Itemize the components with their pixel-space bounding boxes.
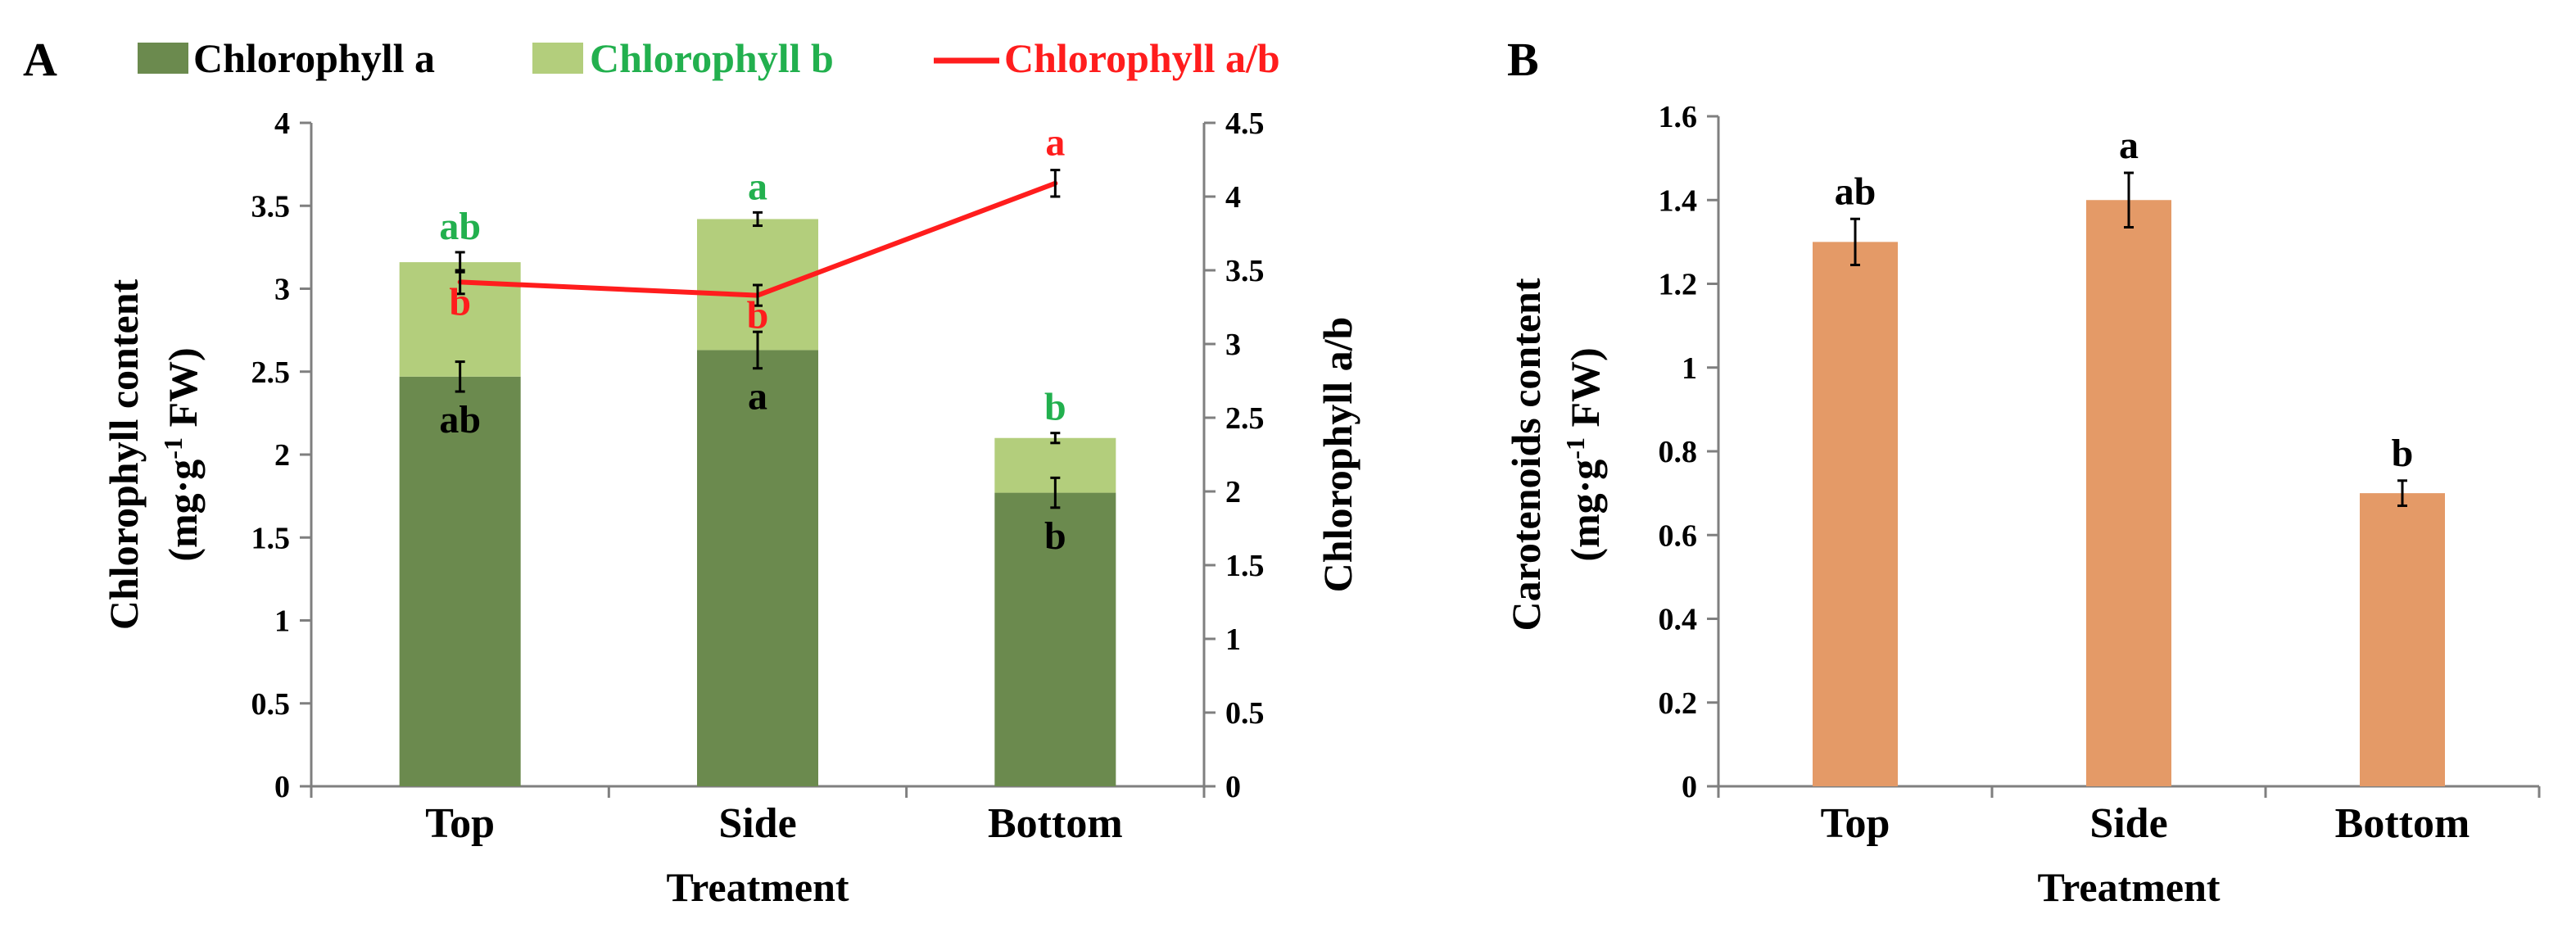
panel-a-legend: Chlorophyll a Chlorophyll b Chlorophyll … [138, 35, 1280, 81]
panel-a-y-tick-label: 2 [274, 438, 290, 473]
panel-a-y2-tick-label: 4.5 [1225, 106, 1265, 141]
error-bar-chlorophyll-a-top [455, 360, 465, 393]
panel-a-y-tick-label: 4 [274, 106, 290, 141]
panel-b-y-tick-label: 0.2 [1659, 686, 1698, 721]
bar-carotenoids-bottom [2360, 493, 2445, 786]
panel-a-y2-tick-label: 0 [1225, 770, 1241, 804]
panel-b: B 00.20.40.60.811.21.41.6 Top Side Bottom … [1503, 33, 2541, 910]
panel-a-x-tick-label-top: Top [425, 800, 495, 847]
sig-letter-ratio-bottom: a [1045, 121, 1065, 165]
legend-label-chlorophyll-b: Chlorophyll b [590, 35, 834, 81]
panel-b-y-tick-label: 0.4 [1659, 603, 1698, 637]
error-bar-carotenoids-top [1850, 217, 1860, 266]
panel-b-x-tick-label-bottom: Bottom [2335, 800, 2470, 847]
bar-chlorophyll-a-side [697, 350, 818, 786]
panel-a-x-axis-title: Treatment [666, 864, 849, 910]
panel-a-ratio-line-group [455, 169, 1061, 307]
panel-a-x-tick-label-bottom: Bottom [988, 800, 1123, 847]
panel-a-y-tick-label: 3 [274, 273, 290, 307]
sig-letter-ratio-top: b [449, 280, 471, 324]
sig-letter-chlorophyll-b-side: a [748, 165, 767, 208]
panel-b-y-tick-label: 0 [1682, 770, 1697, 804]
panel-a: A Chlorophyll a Chlorophyll b Chlorophyl… [23, 33, 1360, 910]
panel-a-y-axis-unit: (mg·g-1 FW) [158, 347, 206, 561]
legend-label-chlorophyll-a: Chlorophyll a [193, 35, 435, 81]
panel-a-y2-tick-label: 1 [1225, 622, 1241, 657]
sig-letter-carotenoids-top: ab [1835, 170, 1877, 213]
error-bar-chlorophyll-b-side [753, 210, 763, 228]
panel-b-y-tick-label: 0.8 [1659, 435, 1698, 469]
panel-a-y2-tick-label: 1.5 [1225, 549, 1265, 583]
panel-b-y-tick-label: 1.4 [1659, 183, 1698, 218]
bar-carotenoids-side [2086, 200, 2171, 786]
panel-a-y2-tick-label: 0.5 [1225, 696, 1265, 731]
panel-b-y-tick-label: 1 [1682, 351, 1697, 386]
panel-a-x-axis: Top Side Bottom [310, 785, 1206, 847]
panel-a-y2-tick-label: 3 [1225, 328, 1241, 362]
panel-a-y-tick-label: 1 [274, 604, 290, 639]
error-bar-chlorophyll-a-bottom [1050, 476, 1061, 509]
panel-b-y-tick-label: 1.6 [1659, 100, 1698, 134]
panel-a-label: A [23, 33, 57, 86]
panel-a-y2-axis: 0 0.5 1 1.5 2 2.5 3 3.5 4 4.5 [1202, 106, 1265, 804]
panel-a-y2-tick-label: 4 [1225, 180, 1241, 215]
panel-a-y2-tick-label: 2 [1225, 475, 1241, 509]
sig-letter-ratio-side: b [747, 294, 769, 337]
sig-letter-chlorophyll-b-top: ab [439, 205, 481, 248]
panel-b-y-tick-label: 1.2 [1659, 268, 1698, 302]
panel-b-x-tick-label-top: Top [1821, 800, 1890, 847]
sig-letter-carotenoids-side: a [2119, 124, 2139, 167]
sig-letter-carotenoids-bottom: b [2392, 432, 2414, 475]
panel-b-y-axis: 0 0.2 0.4 0.6 0.8 1 1.2 1.4 1.6 [1659, 100, 1720, 804]
error-bar-ratio-side [753, 283, 763, 307]
legend-label-chlorophyll-ratio: Chlorophyll a/b [1004, 35, 1280, 81]
panel-a-bars [399, 210, 1116, 786]
panel-b-y-axis-unit: (mg·g-1 FW) [1560, 347, 1608, 561]
bar-chlorophyll-a-top [399, 376, 521, 786]
panel-b-y-tick-label: 0.6 [1659, 518, 1698, 553]
panel-a-y-tick-label: 3.5 [251, 189, 291, 224]
panel-b-x-axis-title: Treatment [2037, 864, 2220, 910]
panel-b-x-axis: Top Side Bottom [1717, 785, 2541, 847]
panel-a-y-tick-label: 0.5 [251, 687, 291, 722]
panel-b-x-tick-label-side: Side [2089, 800, 2167, 847]
panel-a-y-axis: 0 0.5 1 1.5 2 2.5 3 3.5 4 [251, 106, 313, 804]
error-bar-ratio-top [455, 269, 465, 296]
panel-a-y-tick-label: 2.5 [251, 355, 291, 390]
sig-letter-chlorophyll-a-top: ab [439, 398, 481, 441]
panel-a-y2-axis-title: Chlorophyll a/b [1315, 317, 1360, 593]
panel-a-y-tick-label: 0 [274, 770, 290, 804]
sig-letter-chlorophyll-a-bottom: b [1044, 514, 1066, 558]
error-bar-carotenoids-bottom [2397, 479, 2407, 507]
panel-a-y2-tick-label: 2.5 [1225, 401, 1265, 436]
legend-swatch-chlorophyll-b [532, 43, 583, 74]
panel-a-y-tick-label: 1.5 [251, 521, 291, 555]
sig-letter-chlorophyll-a-side: a [748, 375, 767, 419]
legend-swatch-chlorophyll-a [138, 43, 188, 74]
error-bar-chlorophyll-b-bottom [1050, 432, 1061, 445]
panel-a-y2-tick-label: 3.5 [1225, 254, 1265, 288]
error-bar-carotenoids-side [2124, 171, 2134, 229]
panel-b-bars [1813, 171, 2445, 786]
panel-a-y-axis-title: Chlorophyll content [101, 279, 147, 631]
error-bar-ratio-bottom [1050, 169, 1061, 198]
bar-chlorophyll-a-bottom [994, 492, 1116, 786]
sig-letter-chlorophyll-b-bottom: b [1044, 386, 1066, 429]
panel-a-x-tick-label-side: Side [718, 800, 796, 847]
error-bar-chlorophyll-a-side [753, 330, 763, 370]
panel-b-label: B [1507, 33, 1539, 86]
panel-b-y-axis-title: Carotenoids content [1503, 278, 1549, 631]
bar-carotenoids-top [1813, 242, 1898, 786]
